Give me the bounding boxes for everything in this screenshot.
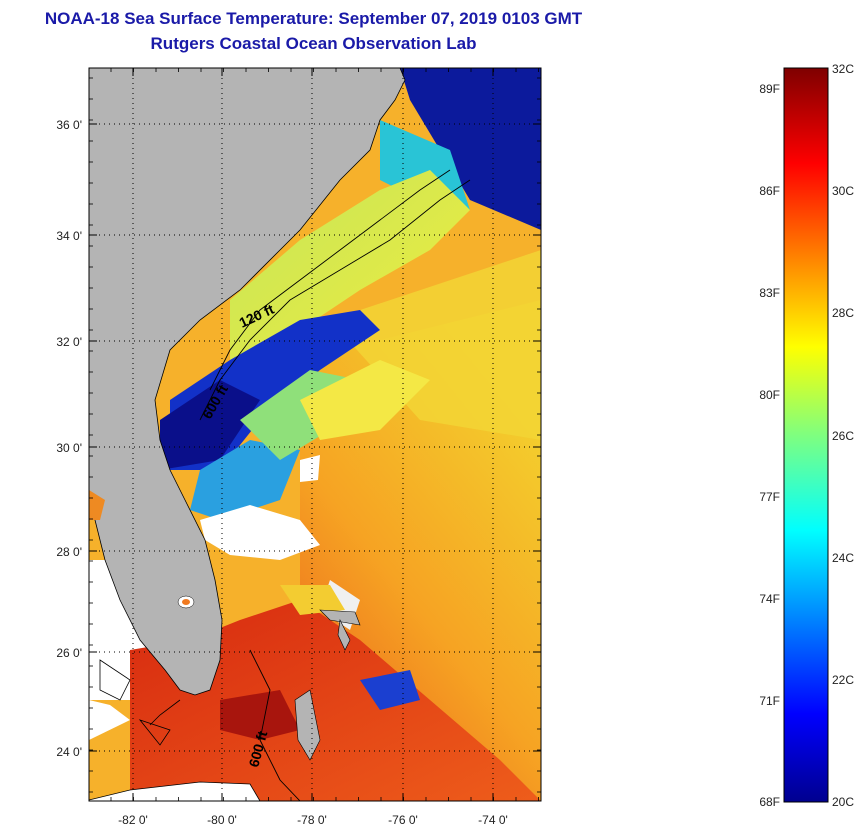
colorbar-c-24: 24C bbox=[832, 551, 854, 565]
lon-label-80: -80 0' bbox=[207, 813, 237, 827]
lon-label-82: -82 0' bbox=[118, 813, 148, 827]
lat-label-32: 32 0' bbox=[56, 335, 82, 349]
blue-cyan-patch bbox=[190, 440, 300, 520]
colorbar-f-83: 83F bbox=[759, 286, 780, 300]
colorbar-c-20: 20C bbox=[832, 795, 854, 809]
lat-label-36: 36 0' bbox=[56, 118, 82, 132]
map-subtitle: Rutgers Coastal Ocean Observation Lab bbox=[150, 34, 477, 53]
yellow-water-region bbox=[330, 250, 541, 440]
land-abaco bbox=[337, 618, 351, 651]
gulf-cloud-2 bbox=[89, 700, 130, 740]
keys-contour bbox=[99, 659, 171, 746]
lat-label-28: 28 0' bbox=[56, 545, 82, 559]
colorbar-c-26: 26C bbox=[832, 429, 854, 443]
cloud-patch bbox=[200, 505, 320, 560]
cold-water-northeast bbox=[400, 68, 541, 230]
lon-label-74: -74 0' bbox=[478, 813, 508, 827]
colorbar-f-77: 77F bbox=[759, 490, 780, 504]
land-grand-bahama bbox=[319, 609, 361, 626]
land-cuba bbox=[89, 781, 261, 801]
land-mainland bbox=[89, 68, 406, 696]
axis-ticks bbox=[89, 68, 541, 801]
graticule bbox=[89, 68, 541, 801]
colorbar-f-89: 89F bbox=[759, 82, 780, 96]
colorbar-c-30: 30C bbox=[832, 184, 854, 198]
lat-label-26: 26 0' bbox=[56, 646, 82, 660]
cloud-patch-small bbox=[300, 455, 320, 482]
contour-120ft bbox=[209, 169, 451, 391]
contour-600ft-south bbox=[249, 649, 301, 801]
lat-label-30: 30 0' bbox=[56, 441, 82, 455]
lon-label-78: -78 0' bbox=[297, 813, 327, 827]
hottest-patch bbox=[220, 690, 300, 740]
colorbar-c-32: 32C bbox=[832, 62, 854, 76]
colorbar-f-80: 80F bbox=[759, 388, 780, 402]
hot-water-south bbox=[130, 600, 541, 801]
florida-keys bbox=[149, 699, 181, 726]
yellow-patch bbox=[300, 360, 430, 440]
lat-label-24: 24 0' bbox=[56, 745, 82, 759]
lat-label-34: 34 0' bbox=[56, 229, 82, 243]
map-title: NOAA-18 Sea Surface Temperature: Septemb… bbox=[44, 9, 583, 28]
bahamas-bank bbox=[280, 585, 345, 615]
colorbar-f-71: 71F bbox=[759, 694, 780, 708]
gulf-coast-water bbox=[89, 490, 105, 520]
colorbar-f-68: 68F bbox=[759, 795, 780, 809]
bahamas-cool-patch bbox=[360, 670, 420, 710]
map-plot-area: 120 ft 600 ft 600 ft bbox=[89, 68, 541, 801]
colorbar-gradient bbox=[783, 67, 829, 803]
lon-label-76: -76 0' bbox=[388, 813, 418, 827]
colorbar-c-28: 28C bbox=[832, 306, 854, 320]
land-andros bbox=[294, 689, 321, 761]
lake-center bbox=[182, 599, 190, 605]
contour-600ft bbox=[199, 179, 471, 421]
colorbar-f-86: 86F bbox=[759, 184, 780, 198]
colorbar-c-22: 22C bbox=[832, 673, 854, 687]
map-frame bbox=[88, 67, 542, 802]
colorbar-f-74: 74F bbox=[759, 592, 780, 606]
